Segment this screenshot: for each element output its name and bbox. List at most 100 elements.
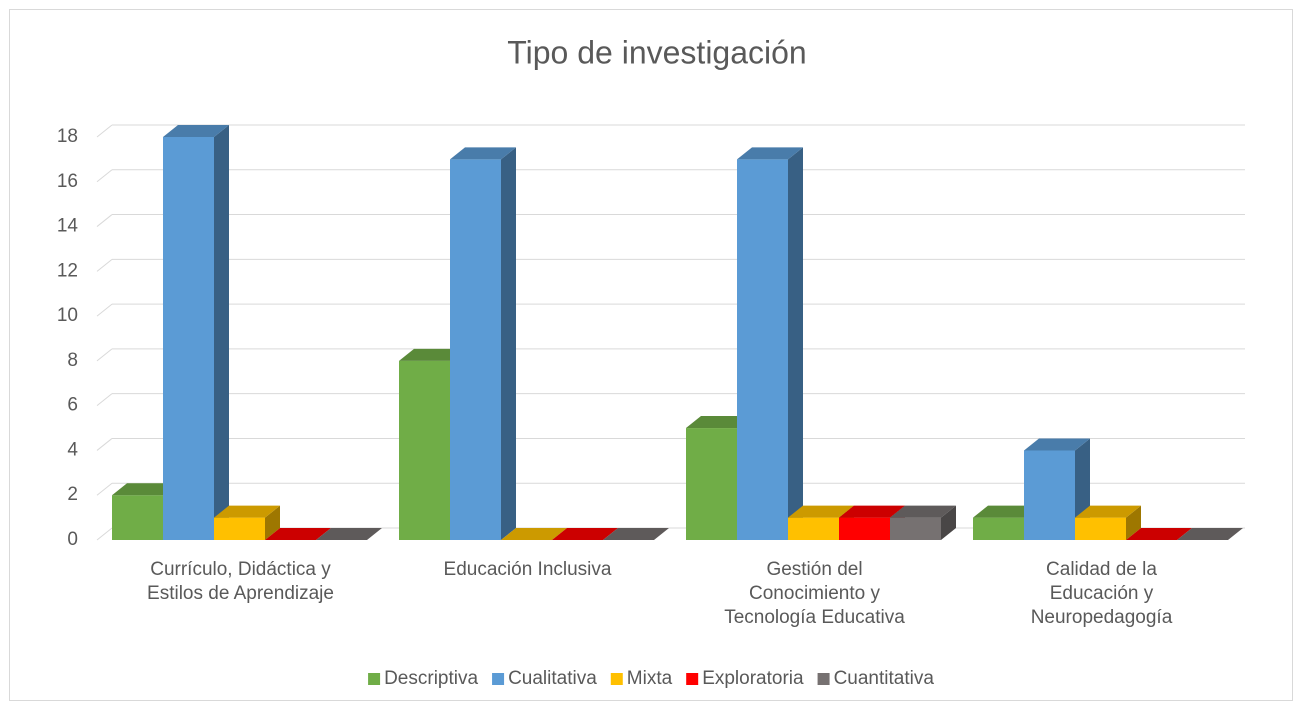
bar-front (1024, 450, 1075, 540)
x-tick-label: Calidad de la Educación y Neuropedagogía (1031, 559, 1173, 628)
x-tick-line: Tecnología Educativa (724, 607, 905, 628)
x-tick-line: Estilos de Aprendizaje (147, 583, 334, 604)
legend-label: Descriptiva (384, 668, 478, 689)
x-tick-line: Neuropedagogía (1031, 607, 1173, 628)
legend-label: Cuantitativa (834, 668, 935, 689)
y-tick-label: 4 (67, 439, 78, 460)
bar-top (552, 528, 618, 540)
bar-top (686, 416, 752, 429)
y-tick-label: 8 (67, 350, 78, 371)
bar-side (265, 505, 280, 540)
chart-title: Tipo de investigación (507, 34, 806, 70)
grid-line-side (96, 124, 113, 138)
bar-top (1126, 528, 1192, 540)
bar-top (973, 505, 1039, 518)
bar (890, 505, 956, 540)
y-tick-label: 14 (57, 216, 79, 237)
bar-front (399, 360, 450, 540)
legend-swatch (492, 673, 505, 685)
x-tick-line: Currículo, Didáctica y (150, 559, 331, 580)
y-tick-label: 10 (57, 305, 78, 326)
bar-front (214, 517, 265, 540)
y-tick-label: 0 (67, 529, 78, 550)
bar-front (450, 159, 501, 540)
bar-top (788, 505, 854, 518)
bar-front (973, 517, 1024, 540)
grid-line-side (96, 169, 113, 183)
bar-top (890, 505, 956, 518)
grid-line-side (96, 303, 113, 317)
legend-swatch (817, 673, 830, 685)
bar-side (788, 147, 803, 540)
bar-side (1126, 505, 1141, 540)
bar-front (890, 517, 941, 540)
legend-label: Mixta (627, 668, 673, 689)
bar (1075, 505, 1141, 540)
grid-line-side (96, 527, 113, 541)
bar-top (603, 528, 669, 540)
legend-swatch (686, 673, 699, 685)
bar (1126, 528, 1192, 540)
bar-top (399, 348, 465, 361)
bar-top (737, 147, 803, 160)
bar-front (112, 495, 163, 540)
x-tick-line: Educación y (1050, 583, 1154, 604)
bar-front (737, 159, 788, 540)
bar-side (214, 125, 229, 540)
bar-top (316, 528, 382, 540)
legend-item: Mixta (610, 668, 673, 689)
legend-item: Cualitativa (492, 668, 597, 689)
x-tick-line: Conocimiento y (749, 583, 880, 604)
bar-front (686, 428, 737, 540)
bar (501, 528, 567, 540)
y-tick-label: 12 (57, 260, 78, 281)
bar-top (1024, 438, 1090, 451)
grid-line-side (96, 393, 113, 407)
x-tick-line: Calidad de la (1046, 559, 1157, 580)
bar-top (839, 505, 905, 518)
bar-top (1075, 505, 1141, 518)
bar-front (163, 137, 214, 540)
bar-top (501, 528, 567, 540)
bar (450, 147, 516, 540)
x-tick-label: Currículo, Didáctica y Estilos de Aprendi… (147, 559, 334, 604)
legend-item: Exploratoria (686, 668, 804, 689)
bar-top (163, 125, 229, 137)
x-tick-line: Gestión del (766, 559, 862, 580)
bar-top (265, 528, 331, 540)
legend-label: Exploratoria (702, 668, 804, 689)
bar (214, 505, 280, 540)
bar-top (112, 483, 178, 496)
legend-swatch (368, 673, 381, 685)
y-tick-label: 6 (67, 395, 78, 416)
x-tick-line: Educación Inclusiva (444, 559, 612, 580)
bar-side (501, 147, 516, 540)
y-tick-label: 18 (57, 126, 78, 147)
bar (265, 528, 331, 540)
bar-front (839, 517, 890, 540)
bar (603, 528, 669, 540)
bar-top (214, 505, 280, 518)
bar-side (941, 505, 956, 540)
legend-item: Cuantitativa (817, 668, 935, 689)
bar (552, 528, 618, 540)
grid-line-side (96, 438, 113, 451)
bar-top (450, 147, 516, 160)
grid-line-side (96, 214, 113, 227)
x-tick-label: Educación Inclusiva (444, 559, 612, 580)
grid-line-side (96, 482, 113, 496)
bar (316, 528, 382, 540)
legend-label: Cualitativa (508, 668, 597, 689)
bar (1024, 438, 1090, 540)
y-tick-label: 16 (57, 171, 78, 192)
legend-item: Descriptiva (368, 668, 478, 689)
bar (163, 125, 229, 540)
bar (737, 147, 803, 540)
bar-front (1075, 517, 1126, 540)
grid-line-side (96, 258, 113, 272)
legend-swatch (610, 673, 623, 685)
y-tick-label: 2 (67, 484, 78, 505)
bar-front (788, 517, 839, 540)
